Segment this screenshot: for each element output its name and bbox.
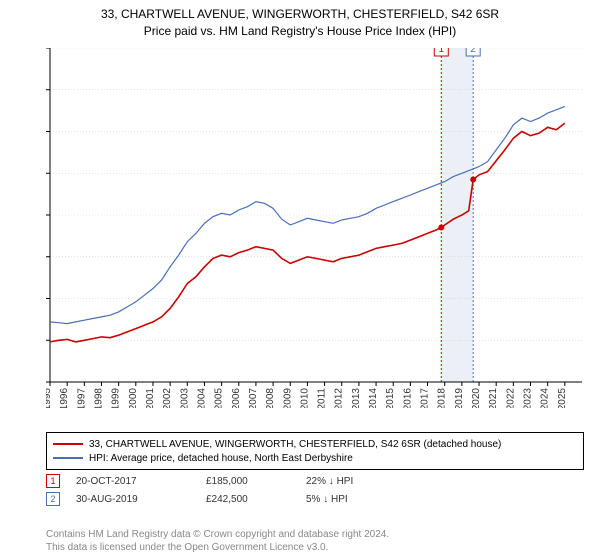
footer: Contains HM Land Registry data © Crown c…: [46, 528, 389, 554]
legend-row-property: 33, CHARTWELL AVENUE, WINGERWORTH, CHEST…: [53, 437, 577, 451]
marker-date: 30-AUG-2019: [76, 494, 206, 505]
svg-text:2005: 2005: [214, 388, 225, 408]
title-line-2: Price paid vs. HM Land Registry's House …: [144, 24, 456, 38]
svg-text:2008: 2008: [265, 388, 276, 408]
legend-box: 33, CHARTWELL AVENUE, WINGERWORTH, CHEST…: [46, 432, 584, 470]
svg-text:2014: 2014: [368, 388, 379, 408]
svg-text:1995: 1995: [46, 388, 53, 408]
svg-text:1999: 1999: [111, 388, 122, 408]
svg-text:2013: 2013: [351, 388, 362, 408]
svg-text:2006: 2006: [231, 388, 242, 408]
footer-line-1: Contains HM Land Registry data © Crown c…: [46, 529, 389, 540]
chart-title: 33, CHARTWELL AVENUE, WINGERWORTH, CHEST…: [0, 0, 600, 40]
svg-text:2: 2: [470, 48, 476, 55]
svg-text:2018: 2018: [437, 388, 448, 408]
svg-text:2020: 2020: [471, 388, 482, 408]
marker-price: £242,500: [206, 494, 306, 505]
svg-text:2010: 2010: [299, 388, 310, 408]
legend-swatch-hpi: [53, 457, 83, 459]
svg-text:1996: 1996: [59, 388, 70, 408]
svg-text:2011: 2011: [317, 388, 328, 408]
marker-table: 1 20-OCT-2017£185,00022% ↓ HPI 2 30-AUG-201…: [46, 472, 386, 508]
title-line-1: 33, CHARTWELL AVENUE, WINGERWORTH, CHEST…: [101, 7, 499, 21]
marker-row: 2 30-AUG-2019£242,5005% ↓ HPI: [46, 490, 386, 508]
marker-price: £185,000: [206, 476, 306, 487]
legend-label-hpi: HPI: Average price, detached house, Nort…: [89, 453, 353, 464]
svg-text:2000: 2000: [128, 388, 139, 408]
svg-text:2021: 2021: [488, 388, 499, 408]
svg-text:2016: 2016: [402, 388, 413, 408]
marker-row: 1 20-OCT-2017£185,00022% ↓ HPI: [46, 472, 386, 490]
svg-text:1997: 1997: [76, 388, 87, 408]
legend-row-hpi: HPI: Average price, detached house, Nort…: [53, 451, 577, 465]
chart-svg: £0K£50K£100K£150K£200K£250K£300K£350K£40…: [46, 48, 586, 408]
svg-text:2003: 2003: [179, 388, 190, 408]
marker-number-box: 1: [46, 474, 60, 488]
svg-text:2004: 2004: [196, 388, 207, 408]
marker-date: 20-OCT-2017: [76, 476, 206, 487]
svg-text:2002: 2002: [162, 388, 173, 408]
marker-number-box: 2: [46, 492, 60, 506]
svg-text:2025: 2025: [557, 388, 568, 408]
svg-text:2017: 2017: [420, 388, 431, 408]
svg-text:2012: 2012: [334, 388, 345, 408]
svg-text:2007: 2007: [248, 388, 259, 408]
svg-text:2022: 2022: [505, 388, 516, 408]
legend-label-property: 33, CHARTWELL AVENUE, WINGERWORTH, CHEST…: [89, 439, 501, 450]
svg-text:2015: 2015: [385, 388, 396, 408]
svg-text:2019: 2019: [454, 388, 465, 408]
svg-text:1: 1: [438, 48, 444, 55]
svg-text:2009: 2009: [282, 388, 293, 408]
svg-text:2001: 2001: [145, 388, 156, 408]
marker-pct: 5% ↓ HPI: [306, 494, 386, 505]
svg-text:1998: 1998: [93, 388, 104, 408]
svg-text:2023: 2023: [523, 388, 534, 408]
chart-area: £0K£50K£100K£150K£200K£250K£300K£350K£40…: [46, 48, 586, 408]
footer-line-2: This data is licensed under the Open Gov…: [46, 542, 328, 553]
legend-swatch-property: [53, 443, 83, 445]
svg-text:2024: 2024: [540, 388, 551, 408]
marker-pct: 22% ↓ HPI: [306, 476, 386, 487]
